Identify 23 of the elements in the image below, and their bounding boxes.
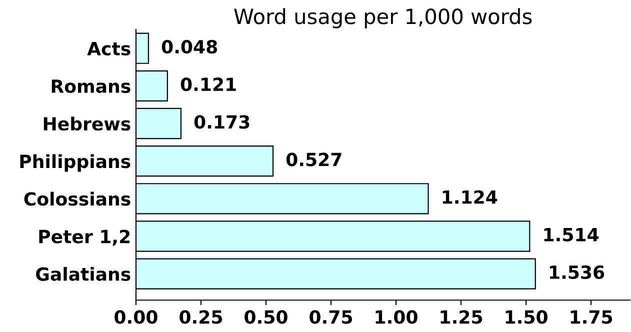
chart-title: Word usage per 1,000 words [234,8,532,28]
y-tick-label: Galatians [36,266,130,281]
x-tick-label: 0.25 [180,310,222,324]
data-label: 0.121 [180,78,236,92]
x-tick-label: 1.50 [506,310,548,324]
data-label: 1.124 [442,190,498,204]
x-tick-label: 0.00 [114,310,158,324]
x-tick-label: 1.00 [376,310,418,324]
x-tick-label: 1.25 [440,310,482,324]
x-tick-label: 0.50 [244,310,288,324]
y-tick-label: Colossians [24,192,130,206]
y-tick-label: Romans [52,80,130,94]
data-label: 1.514 [544,228,599,242]
y-tick-label: Hebrews [44,116,130,131]
data-label: 0.048 [162,40,218,54]
data-label: 0.173 [194,115,250,129]
x-tick-label: 1.75 [570,310,612,324]
data-label: 0.527 [286,152,342,166]
data-label: 1.536 [550,265,604,280]
y-tick-label: Peter 1,2 [39,230,130,246]
y-tick-label: Acts [87,42,130,56]
y-tick-label: Philippians [20,154,130,172]
x-tick-label: 0.75 [310,310,352,324]
